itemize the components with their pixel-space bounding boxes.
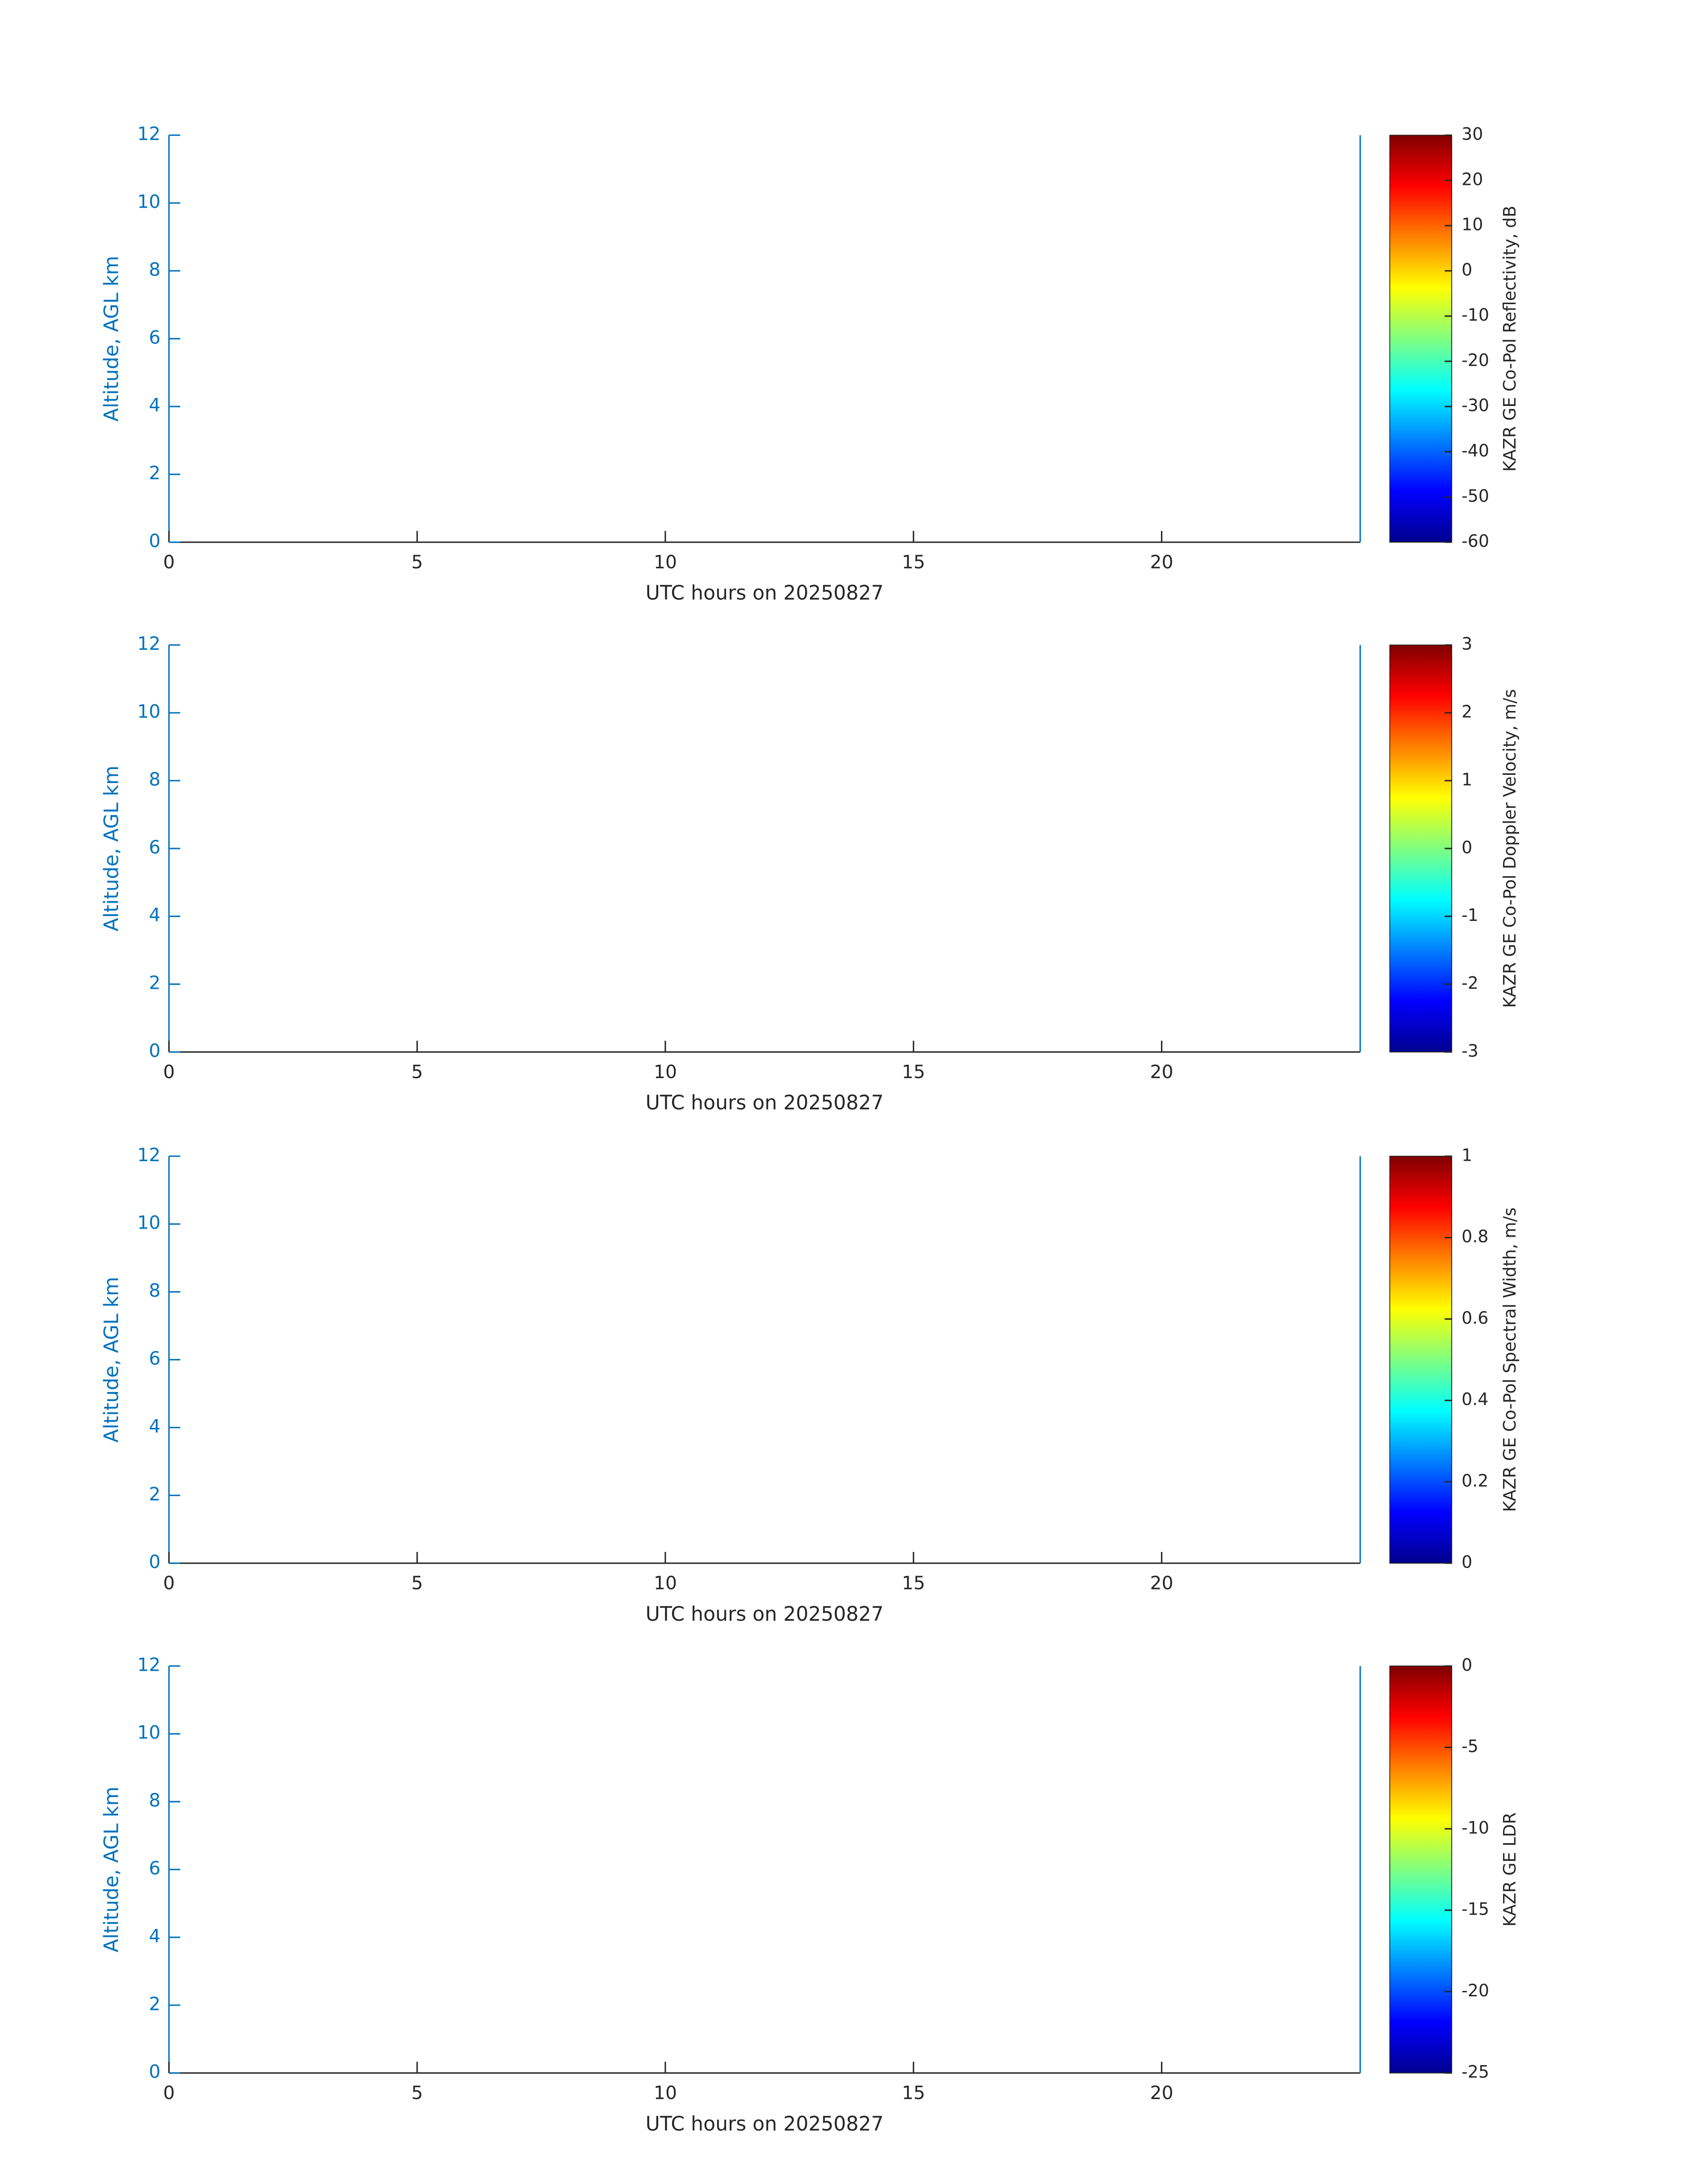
- colorbar-tick-label: -30: [1462, 396, 1489, 415]
- y-tick-label: 8: [149, 259, 160, 280]
- colorbar-tick-label: -2: [1462, 973, 1478, 993]
- x-tick-label: 15: [902, 2082, 925, 2104]
- y-tick-label: 10: [137, 191, 160, 213]
- x-tick-label: 20: [1150, 551, 1173, 573]
- x-tick-label: 5: [411, 1061, 423, 1083]
- colorbar-tick-label: -10: [1462, 305, 1489, 325]
- colorbar-label: KAZR GE Co-Pol Reflectivity, dB: [1500, 205, 1520, 472]
- colorbar-label: KAZR GE LDR: [1500, 1812, 1520, 1927]
- y-tick-label: 6: [149, 1857, 160, 1879]
- colorbar-tick-label: 0.2: [1462, 1471, 1488, 1490]
- colorbar-tick-label: -25: [1462, 2062, 1489, 2082]
- x-tick-label: 20: [1150, 1572, 1173, 1593]
- x-tick-label: 10: [654, 1061, 677, 1083]
- x-axis-label: UTC hours on 20250827: [646, 582, 884, 605]
- y-tick-label: 2: [149, 972, 160, 994]
- y-tick-label: 6: [149, 326, 160, 348]
- colorbar-tick-label: -10: [1462, 1818, 1489, 1837]
- x-tick-label: 15: [902, 1572, 925, 1593]
- y-axis-label: Altitude, AGL km: [100, 765, 123, 931]
- colorbar-tick-label: 0.4: [1462, 1389, 1488, 1409]
- y-tick-label: 0: [149, 1040, 160, 1062]
- colorbar-tick-label: 30: [1462, 124, 1483, 144]
- y-tick-label: 12: [137, 1144, 160, 1166]
- y-axis-label: Altitude, AGL km: [100, 1277, 123, 1443]
- colorbar-tick-label: 0.6: [1462, 1308, 1488, 1328]
- y-tick-label: 10: [137, 1722, 160, 1743]
- x-axis-label: UTC hours on 20250827: [646, 1092, 884, 1114]
- x-tick-label: 10: [654, 551, 677, 573]
- colorbar: [1389, 1155, 1453, 1564]
- colorbar-tick-label: 20: [1462, 169, 1483, 189]
- colorbar-tick-label: 3: [1462, 634, 1472, 654]
- y-axis-label: Altitude, AGL km: [100, 256, 123, 422]
- y-tick-label: 4: [149, 1925, 160, 1947]
- x-tick-label: 15: [902, 551, 925, 573]
- x-tick-label: 20: [1150, 1061, 1173, 1083]
- colorbar-tick-label: -15: [1462, 1899, 1489, 1919]
- colorbar-tick-label: -3: [1462, 1041, 1478, 1061]
- x-tick-label: 5: [411, 1572, 423, 1593]
- x-tick-label: 0: [163, 1572, 175, 1593]
- x-tick-label: 10: [654, 1572, 677, 1593]
- y-tick-label: 8: [149, 1790, 160, 1811]
- colorbar-label: KAZR GE Co-Pol Spectral Width, m/s: [1500, 1208, 1520, 1512]
- x-tick-label: 15: [902, 1061, 925, 1083]
- y-tick-label: 12: [137, 123, 160, 145]
- y-tick-label: 6: [149, 1348, 160, 1369]
- colorbar-label: KAZR GE Co-Pol Doppler Velocity, m/s: [1500, 689, 1520, 1008]
- colorbar-tick-label: -60: [1462, 531, 1489, 551]
- y-tick-label: 12: [137, 1654, 160, 1675]
- y-tick-label: 6: [149, 836, 160, 858]
- colorbar-tick-label: -20: [1462, 350, 1489, 370]
- y-tick-label: 8: [149, 1280, 160, 1301]
- colorbar-tick-label: -1: [1462, 905, 1478, 925]
- y-tick-label: 2: [149, 1483, 160, 1505]
- colorbar: [1389, 644, 1453, 1053]
- x-tick-label: 0: [163, 2082, 175, 2104]
- x-axis-label: UTC hours on 20250827: [646, 1603, 884, 1626]
- x-tick-label: 5: [411, 2082, 423, 2104]
- x-tick-label: 20: [1150, 2082, 1173, 2104]
- x-tick-label: 0: [163, 1061, 175, 1083]
- y-tick-label: 0: [149, 1551, 160, 1573]
- colorbar-tick-label: 0: [1462, 837, 1472, 857]
- colorbar-tick-label: 0: [1462, 1655, 1472, 1675]
- y-tick-label: 2: [149, 1993, 160, 2015]
- x-axis-label: UTC hours on 20250827: [646, 2112, 884, 2135]
- y-tick-label: 8: [149, 769, 160, 790]
- y-tick-label: 4: [149, 1415, 160, 1437]
- colorbar-tick-label: 1: [1462, 1145, 1472, 1165]
- y-tick-label: 2: [149, 462, 160, 484]
- y-axis-label: Altitude, AGL km: [100, 1786, 123, 1952]
- colorbar-tick-label: 0.8: [1462, 1227, 1488, 1246]
- colorbar-tick-label: 2: [1462, 702, 1472, 722]
- colorbar: [1389, 134, 1453, 543]
- x-tick-label: 5: [411, 551, 423, 573]
- colorbar-tick-label: -20: [1462, 1981, 1489, 2000]
- colorbar-tick-label: 10: [1462, 215, 1483, 234]
- y-tick-label: 4: [149, 904, 160, 926]
- y-tick-label: 10: [137, 701, 160, 722]
- colorbar: [1389, 1665, 1453, 2074]
- y-tick-label: 4: [149, 394, 160, 416]
- x-tick-label: 0: [163, 551, 175, 573]
- colorbar-tick-label: -5: [1462, 1736, 1478, 1756]
- y-tick-label: 0: [149, 2061, 160, 2083]
- colorbar-tick-label: -50: [1462, 486, 1489, 506]
- y-tick-label: 10: [137, 1212, 160, 1234]
- colorbar-tick-label: 0: [1462, 260, 1472, 280]
- y-tick-label: 0: [149, 530, 160, 552]
- x-tick-label: 10: [654, 2082, 677, 2104]
- colorbar-tick-label: 0: [1462, 1552, 1472, 1572]
- colorbar-tick-label: -40: [1462, 441, 1489, 460]
- colorbar-tick-label: 1: [1462, 770, 1472, 789]
- y-tick-label: 12: [137, 633, 160, 654]
